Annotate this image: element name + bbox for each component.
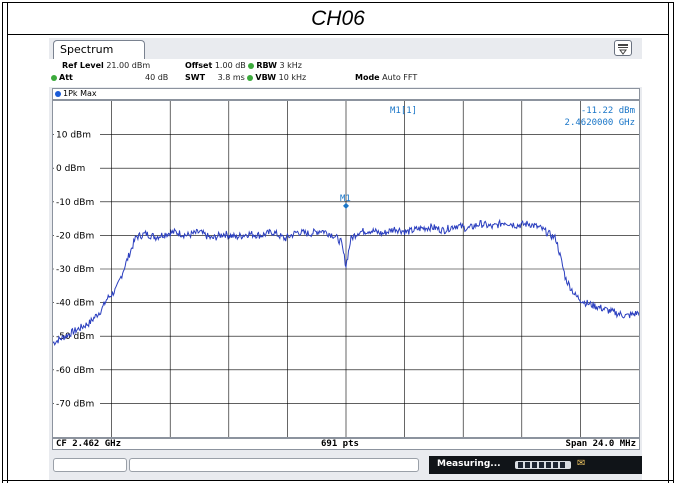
marker-m1[interactable]: M1 (340, 194, 351, 209)
swt-value: 3.8 ms (217, 73, 245, 82)
status-field-main (129, 458, 419, 472)
settings-header: Ref Level 21.00 dBm Att 40 dB Offset 1.0… (49, 59, 642, 87)
tab-spectrum[interactable]: Spectrum (53, 40, 145, 60)
offset-value: 1.00 dB (214, 61, 246, 70)
sweep-points-label: 691 pts (321, 439, 359, 449)
att-value: 40 dB (145, 73, 169, 82)
center-frequency-label: CF 2.462 GHz (56, 439, 122, 449)
ref-level-label: Ref Level (62, 61, 104, 70)
y-tick-label: -60 dBm (56, 366, 94, 376)
ref-level-value: 21.00 dBm (106, 61, 151, 70)
y-axis-labels: 10 dBm 0 dBm -10 dBm -20 dBm -30 dBm -40 dBm -… (54, 128, 100, 409)
trace-label: 1Pk Max (63, 89, 97, 98)
y-tick-label: -70 dBm (56, 399, 94, 409)
y-tick-label: -50 dBm (56, 332, 94, 342)
y-tick-label: 10 dBm (56, 131, 91, 141)
offset-label: Offset (185, 61, 213, 70)
plot-grid (53, 101, 639, 437)
y-tick-label: -20 dBm (56, 231, 94, 241)
marker-readout-name: M1[1] (390, 106, 417, 116)
trace-label-bar: 1Pk Max (52, 88, 640, 100)
status-dot-icon (248, 62, 255, 69)
measurement-status: Measuring... ✉ (429, 456, 642, 474)
span-label: Span 24.0 MHz (565, 439, 636, 449)
status-field-left (53, 458, 127, 472)
mode-setting: Mode Auto FFT (355, 73, 417, 82)
rbw-label: RBW (256, 61, 277, 70)
att-setting: Att (51, 73, 73, 82)
page-frame-right-column (668, 2, 674, 483)
y-tick-label-background (54, 195, 100, 207)
y-tick-label: -40 dBm (56, 299, 94, 309)
plot-footer: CF 2.462 GHz 691 pts Span 24.0 MHz (52, 438, 640, 450)
vbw-label: VBW (255, 73, 277, 82)
title-row: CH06 (8, 2, 668, 35)
y-tick-label: 0 dBm (56, 164, 85, 174)
menu-dropdown-icon[interactable] (614, 40, 632, 56)
mode-value: Auto FFT (382, 73, 418, 82)
vbw-value: 10 kHz (278, 73, 307, 82)
tab-spectrum-label: Spectrum (60, 43, 114, 56)
marker-diamond (343, 202, 349, 209)
spectrum-analyzer-window: Spectrum Ref Level 21.00 dBm Att 40 dB O… (49, 38, 642, 480)
marker-tag: M1 (340, 194, 351, 204)
offset-setting: Offset 1.00 dB RBW 3 kHz (185, 61, 302, 70)
status-bar: Measuring... ✉ (49, 456, 642, 478)
y-tick-label-background (54, 162, 100, 174)
y-tick-label-background (54, 363, 100, 375)
spectrum-chart: 10 dBm 0 dBm -10 dBm -20 dBm -30 dBm -40 dBm -… (52, 101, 640, 437)
y-tick-label-background (54, 330, 100, 342)
status-dot-icon (247, 74, 254, 81)
page-title: CH06 (311, 7, 365, 30)
y-tick-label-background (54, 296, 100, 308)
trace-indicator-icon (55, 91, 61, 97)
status-text: Measuring... (437, 459, 501, 469)
activity-icon: ✉ (577, 458, 586, 469)
y-tick-label-background (54, 128, 100, 140)
y-tick-label: -10 dBm (56, 198, 94, 208)
marker-readout-frequency: 2.4620000 GHz (565, 118, 635, 128)
swt-setting: SWT 3.8 ms VBW 10 kHz (185, 73, 306, 82)
spectrum-plot[interactable]: 10 dBm 0 dBm -10 dBm -20 dBm -30 dBm -40 dBm -… (52, 100, 640, 438)
y-tick-label: -30 dBm (56, 265, 94, 275)
page-frame-left-column (2, 2, 8, 483)
y-tick-label-background (54, 397, 100, 409)
progress-bar (515, 461, 571, 469)
att-label: Att (59, 73, 73, 82)
rbw-value: 3 kHz (279, 61, 302, 70)
status-dot-icon (51, 74, 57, 81)
y-tick-label-background (54, 263, 100, 274)
marker-readout-level: -11.22 dBm (581, 106, 635, 116)
mode-label: Mode (355, 73, 380, 82)
ref-level-setting: Ref Level 21.00 dBm (62, 61, 150, 70)
y-tick-label-background (54, 229, 100, 241)
swt-label: SWT (185, 73, 206, 82)
trace-line (52, 218, 640, 347)
